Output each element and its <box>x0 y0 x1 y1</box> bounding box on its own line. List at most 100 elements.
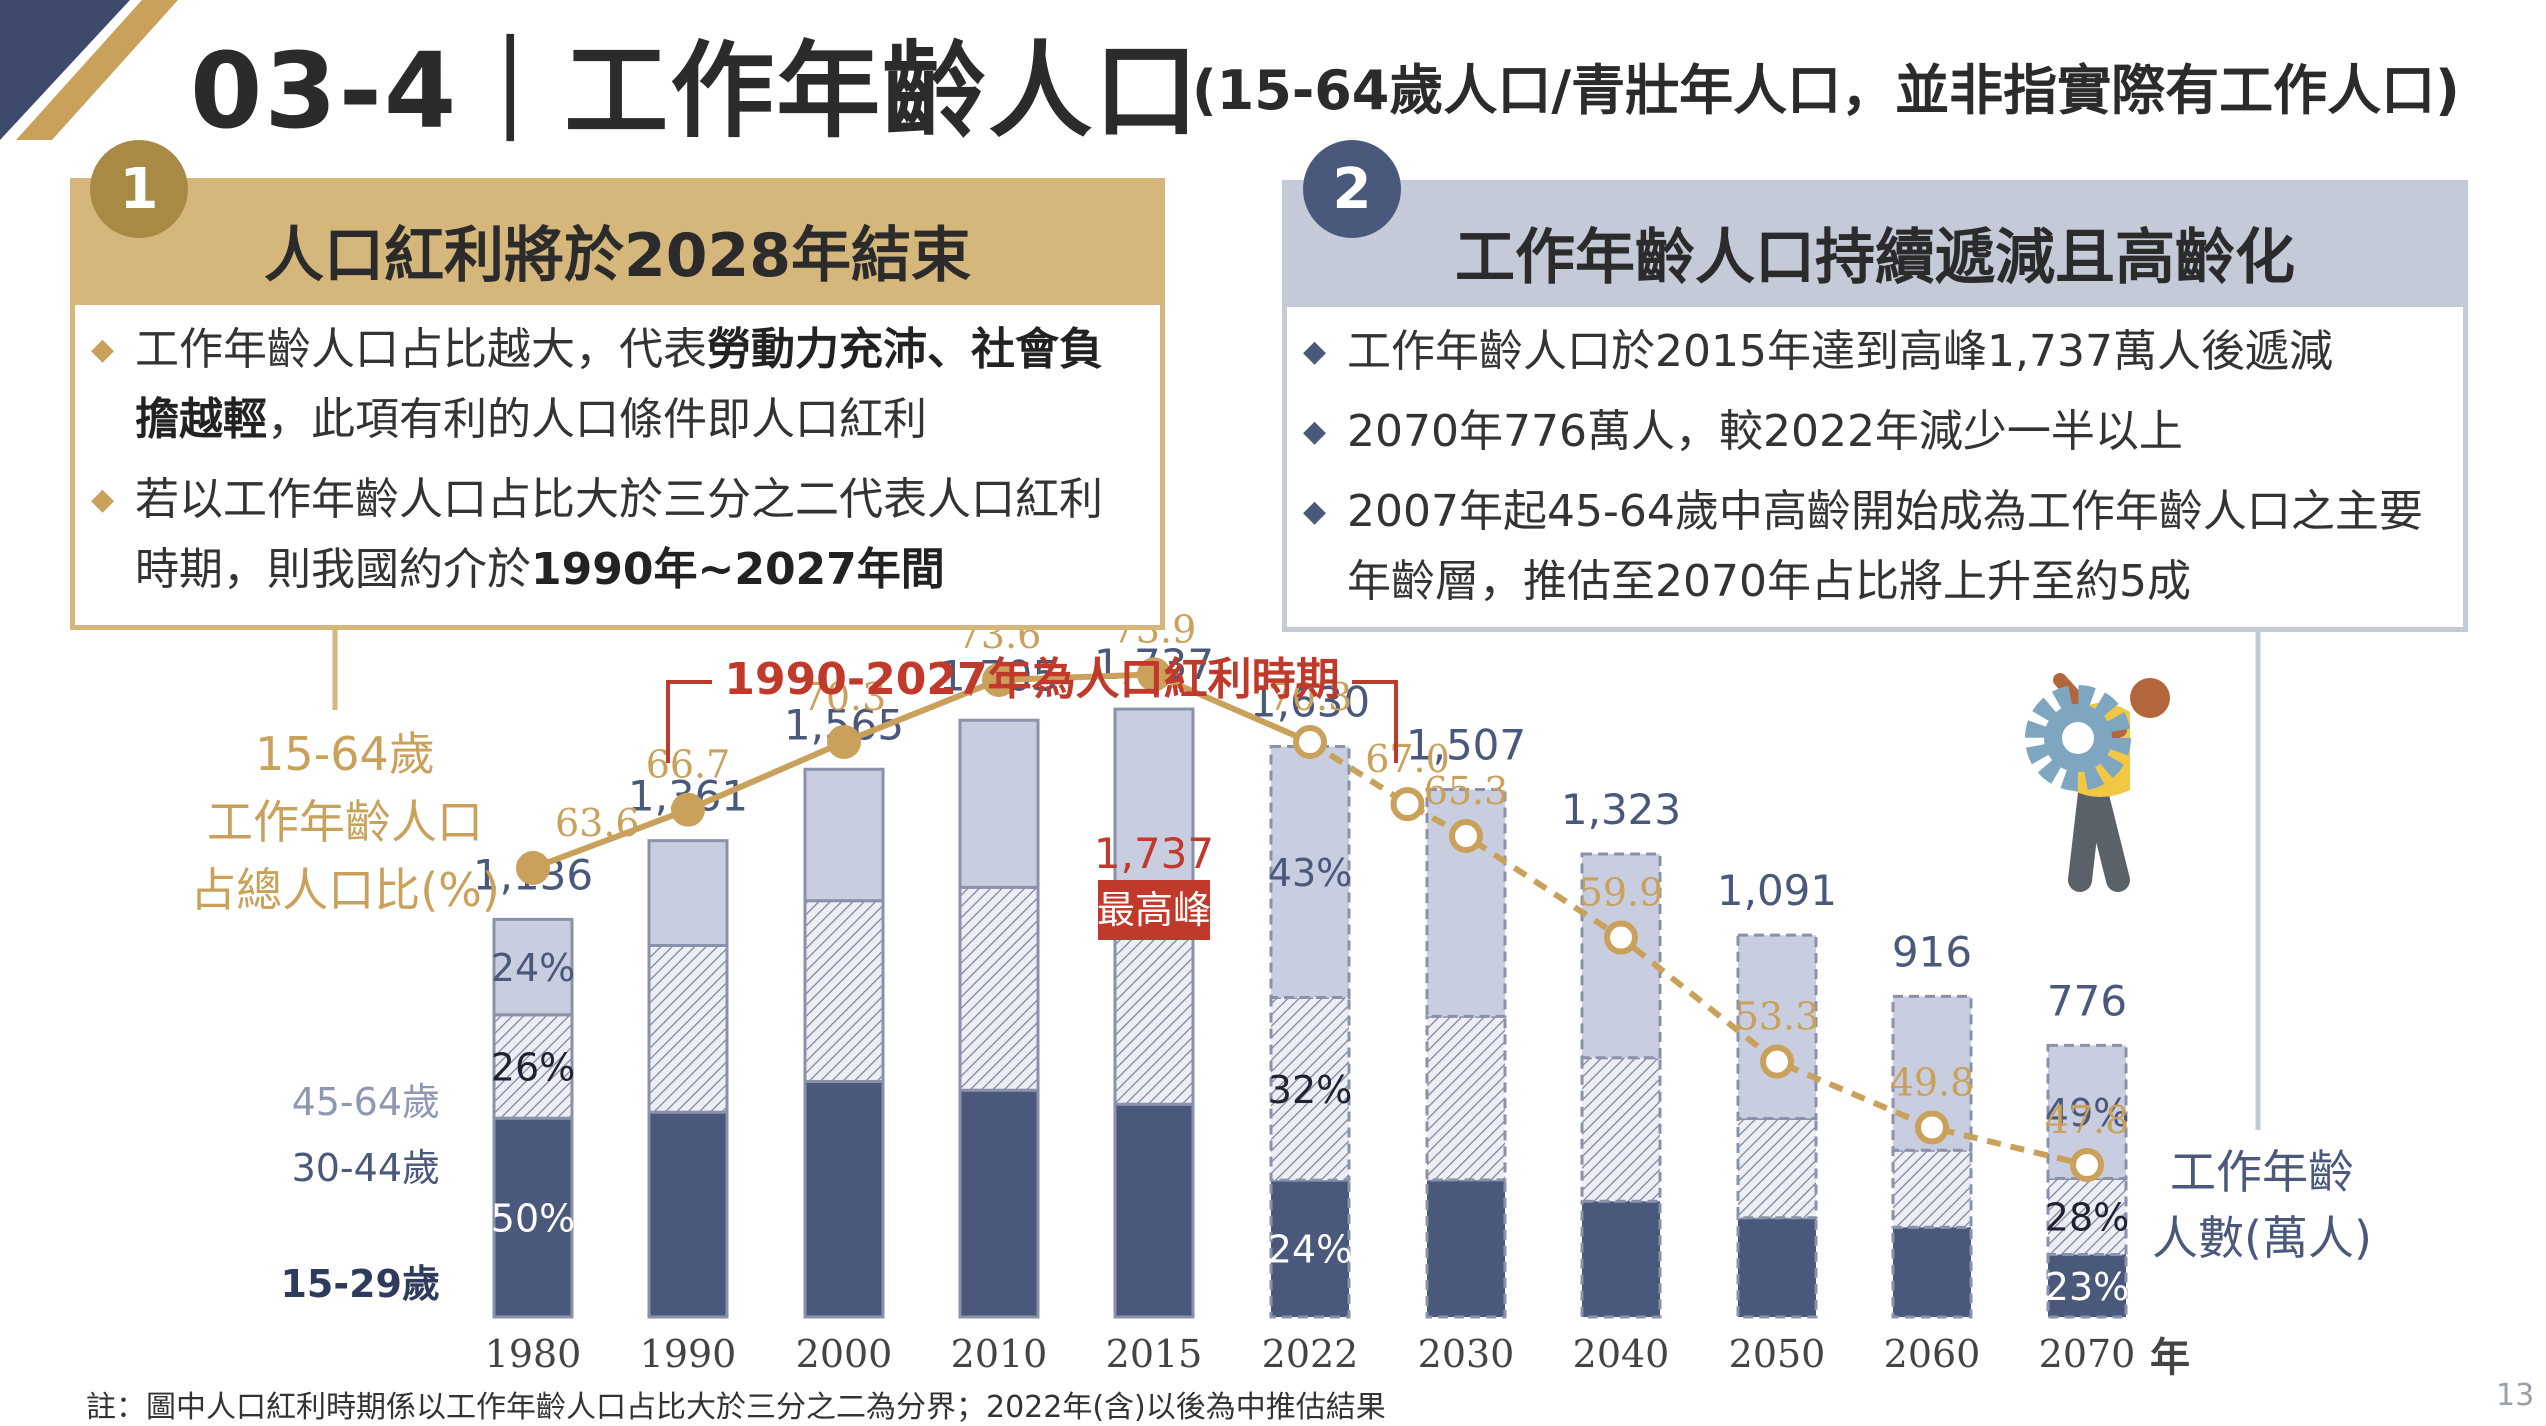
line-value-label: 70.3 <box>1268 675 1353 719</box>
peak-badge <box>1098 880 1210 940</box>
bar-segment-45-64 <box>1425 788 1507 1018</box>
line-value-label: 67.0 <box>1365 737 1450 781</box>
x-tick-label: 1980 <box>485 1332 582 1376</box>
panel1-bullet: 工作年齡人口占比越大，代表勞動力充沛、社會負擔越輕，此項有利的人口條件即人口紅利 <box>91 315 1140 455</box>
panel1-header: 人口紅利將於2028年結束 <box>75 183 1160 305</box>
bar-segment-45-64 <box>1580 852 1662 1060</box>
bar-segment-30-44 <box>1425 1014 1507 1182</box>
bullet-text: 2007年起45-64歲中高齡開始成為工作年齡人口之主要年齡層，推估至2070年… <box>1347 486 2423 607</box>
bar-total-label: 1,091 <box>1717 866 1837 915</box>
panel2-title: 工作年齡人口持續遞減且高齡化 <box>1455 222 2295 293</box>
line-point <box>982 663 1016 697</box>
line-point <box>516 851 550 885</box>
x-tick-label: 1990 <box>640 1332 737 1376</box>
panel-demographic-dividend: 人口紅利將於2028年結束 工作年齡人口占比越大，代表勞動力充沛、社會負擔越輕，… <box>70 178 1165 630</box>
stack-share-label: 32% <box>1268 1068 1352 1112</box>
bar-total-label: 1,630 <box>1250 678 1370 727</box>
line-value-label: 70.3 <box>802 675 887 719</box>
line-axis-label-2: 工作年齡人口 <box>207 795 483 849</box>
bar-segment-30-44 <box>647 943 729 1114</box>
bar-segment-30-44 <box>1269 996 1351 1182</box>
bar-segment-15-29 <box>2046 1253 2128 1319</box>
line-value-label: 53.3 <box>1735 995 1820 1039</box>
layer-label-30-44: 30-44歲 <box>292 1146 440 1190</box>
peak-badge-label: 最高峰 <box>1097 888 1211 932</box>
stack-share-label: 50% <box>491 1197 575 1241</box>
corner-accent-navy <box>0 0 130 140</box>
line-point <box>671 792 705 827</box>
panel1-bullet: 若以工作年齡人口占比大於三分之二代表人口紅利時期，則我國約介於1990年~202… <box>91 465 1140 605</box>
x-tick-label: 2030 <box>1418 1332 1515 1376</box>
peak-value-label: 1,737 <box>1094 829 1214 878</box>
bar-segment-45-64 <box>492 917 574 1017</box>
bullet-text: 工作年齡人口占比越大，代表 <box>135 324 707 375</box>
bar-total-label: 916 <box>1892 927 1972 976</box>
line-axis-label-1: 15-64歲 <box>255 727 435 781</box>
panel2-bullet: 2007年起45-64歲中高齡開始成為工作年齡人口之主要年齡層，推估至2070年… <box>1303 477 2443 617</box>
panel2-header: 工作年齡人口持續遞減且高齡化 <box>1287 185 2463 307</box>
x-tick-label: 2015 <box>1106 1332 1203 1376</box>
bar-segment-15-29 <box>803 1079 885 1319</box>
dividend-period-label: 1990-2027年為人口紅利時期 <box>724 654 1339 705</box>
page-title: 03-4｜工作年齡人口 <box>190 30 1201 152</box>
x-tick-label: 2010 <box>951 1332 1048 1376</box>
bar-segment-30-44 <box>1891 1148 1973 1229</box>
line-point <box>1760 1044 1794 1079</box>
panel1-bullet-list: 工作年齡人口占比越大，代表勞動力充沛、社會負擔越輕，此項有利的人口條件即人口紅利… <box>75 315 1160 605</box>
worker-carrying-gear-icon <box>2025 673 2170 892</box>
bullet-text: ，此項有利的人口條件即人口紅利 <box>267 394 927 445</box>
bar-segment-15-29 <box>647 1110 729 1319</box>
panel2-bullet: 工作年齡人口於2015年達到高峰1,737萬人後遞減 <box>1303 317 2443 387</box>
x-tick-label: 2000 <box>796 1332 893 1376</box>
stack-share-label: 24% <box>491 946 575 990</box>
bar-segment-30-44 <box>1736 1116 1818 1220</box>
line-point <box>1390 787 1425 822</box>
bar-segment-45-64 <box>647 839 729 947</box>
line-point <box>1449 819 1483 854</box>
bar-segment-30-44 <box>1580 1056 1662 1203</box>
bar-total-label: 1,323 <box>1561 785 1681 834</box>
panel1-title: 人口紅利將於2028年結束 <box>264 220 971 291</box>
bar-segment-30-44 <box>2046 1176 2128 1257</box>
line-point <box>1915 1110 1949 1145</box>
bar-segment-45-64 <box>1113 707 1195 900</box>
stack-share-label: 43% <box>1268 851 1352 895</box>
bar-total-label: 776 <box>2047 976 2127 1025</box>
bar-segment-15-29 <box>1113 1102 1195 1319</box>
stack-share-label: 49% <box>2045 1091 2129 1135</box>
bar-segment-15-29 <box>1425 1178 1507 1319</box>
x-tick-label: 2050 <box>1729 1332 1826 1376</box>
bullet-text: 若以工作年齡人口占比大於三分之二代表人口紅利時期，則我國約介於 <box>135 474 1103 595</box>
bar-segment-15-29 <box>492 1116 574 1319</box>
stack-share-label: 26% <box>491 1046 575 1090</box>
line-point <box>827 725 861 760</box>
bar-segment-15-29 <box>1891 1225 1973 1319</box>
bar-segment-15-29 <box>958 1088 1040 1319</box>
line-value-label: 47.8 <box>2045 1098 2130 1142</box>
bar-segment-45-64 <box>958 718 1040 889</box>
panel-working-age-decline: 工作年齡人口持續遞減且高齡化 工作年齡人口於2015年達到高峰1,737萬人後遞… <box>1282 180 2468 632</box>
panel1-number-badge: 1 <box>90 140 188 238</box>
line-point <box>1604 920 1638 955</box>
bar-segment-45-64 <box>1736 933 1818 1120</box>
bar-segment-45-64 <box>803 767 885 903</box>
x-unit-label: 年 <box>2150 1335 2190 1381</box>
layer-label-15-29: 15-29歲 <box>280 1262 440 1306</box>
panel2-number-badge: 2 <box>1303 140 1401 238</box>
bar-total-label: 1,507 <box>1406 721 1526 770</box>
working-age-chart: 1,13619801,36119901,56520001,70520101,73… <box>190 607 2372 1381</box>
panel2-bullet: 2070年776萬人，較2022年減少一半以上 <box>1303 397 2443 467</box>
stack-share-label: 24% <box>1268 1228 1352 1272</box>
bullet-emphasis-text: 勞動力充沛、社會負擔越輕 <box>135 324 1103 445</box>
line-value-label: 66.7 <box>646 743 731 787</box>
bar-segment-15-29 <box>1736 1216 1818 1319</box>
bullet-emphasis-text: 1990年~2027年間 <box>531 544 945 595</box>
line-value-label: 49.8 <box>1890 1060 1975 1104</box>
line-series-actual <box>531 671 1312 871</box>
bullet-text: 工作年齡人口於2015年達到高峰1,737萬人後遞減 <box>1347 326 2333 377</box>
x-tick-label: 2070 <box>2039 1332 2136 1376</box>
line-value-label: 63.6 <box>555 801 640 845</box>
page-subtitle: (15-64歲人口/青壯年人口，並非指實際有工作人口) <box>1192 59 2460 122</box>
line-point <box>1137 657 1171 692</box>
